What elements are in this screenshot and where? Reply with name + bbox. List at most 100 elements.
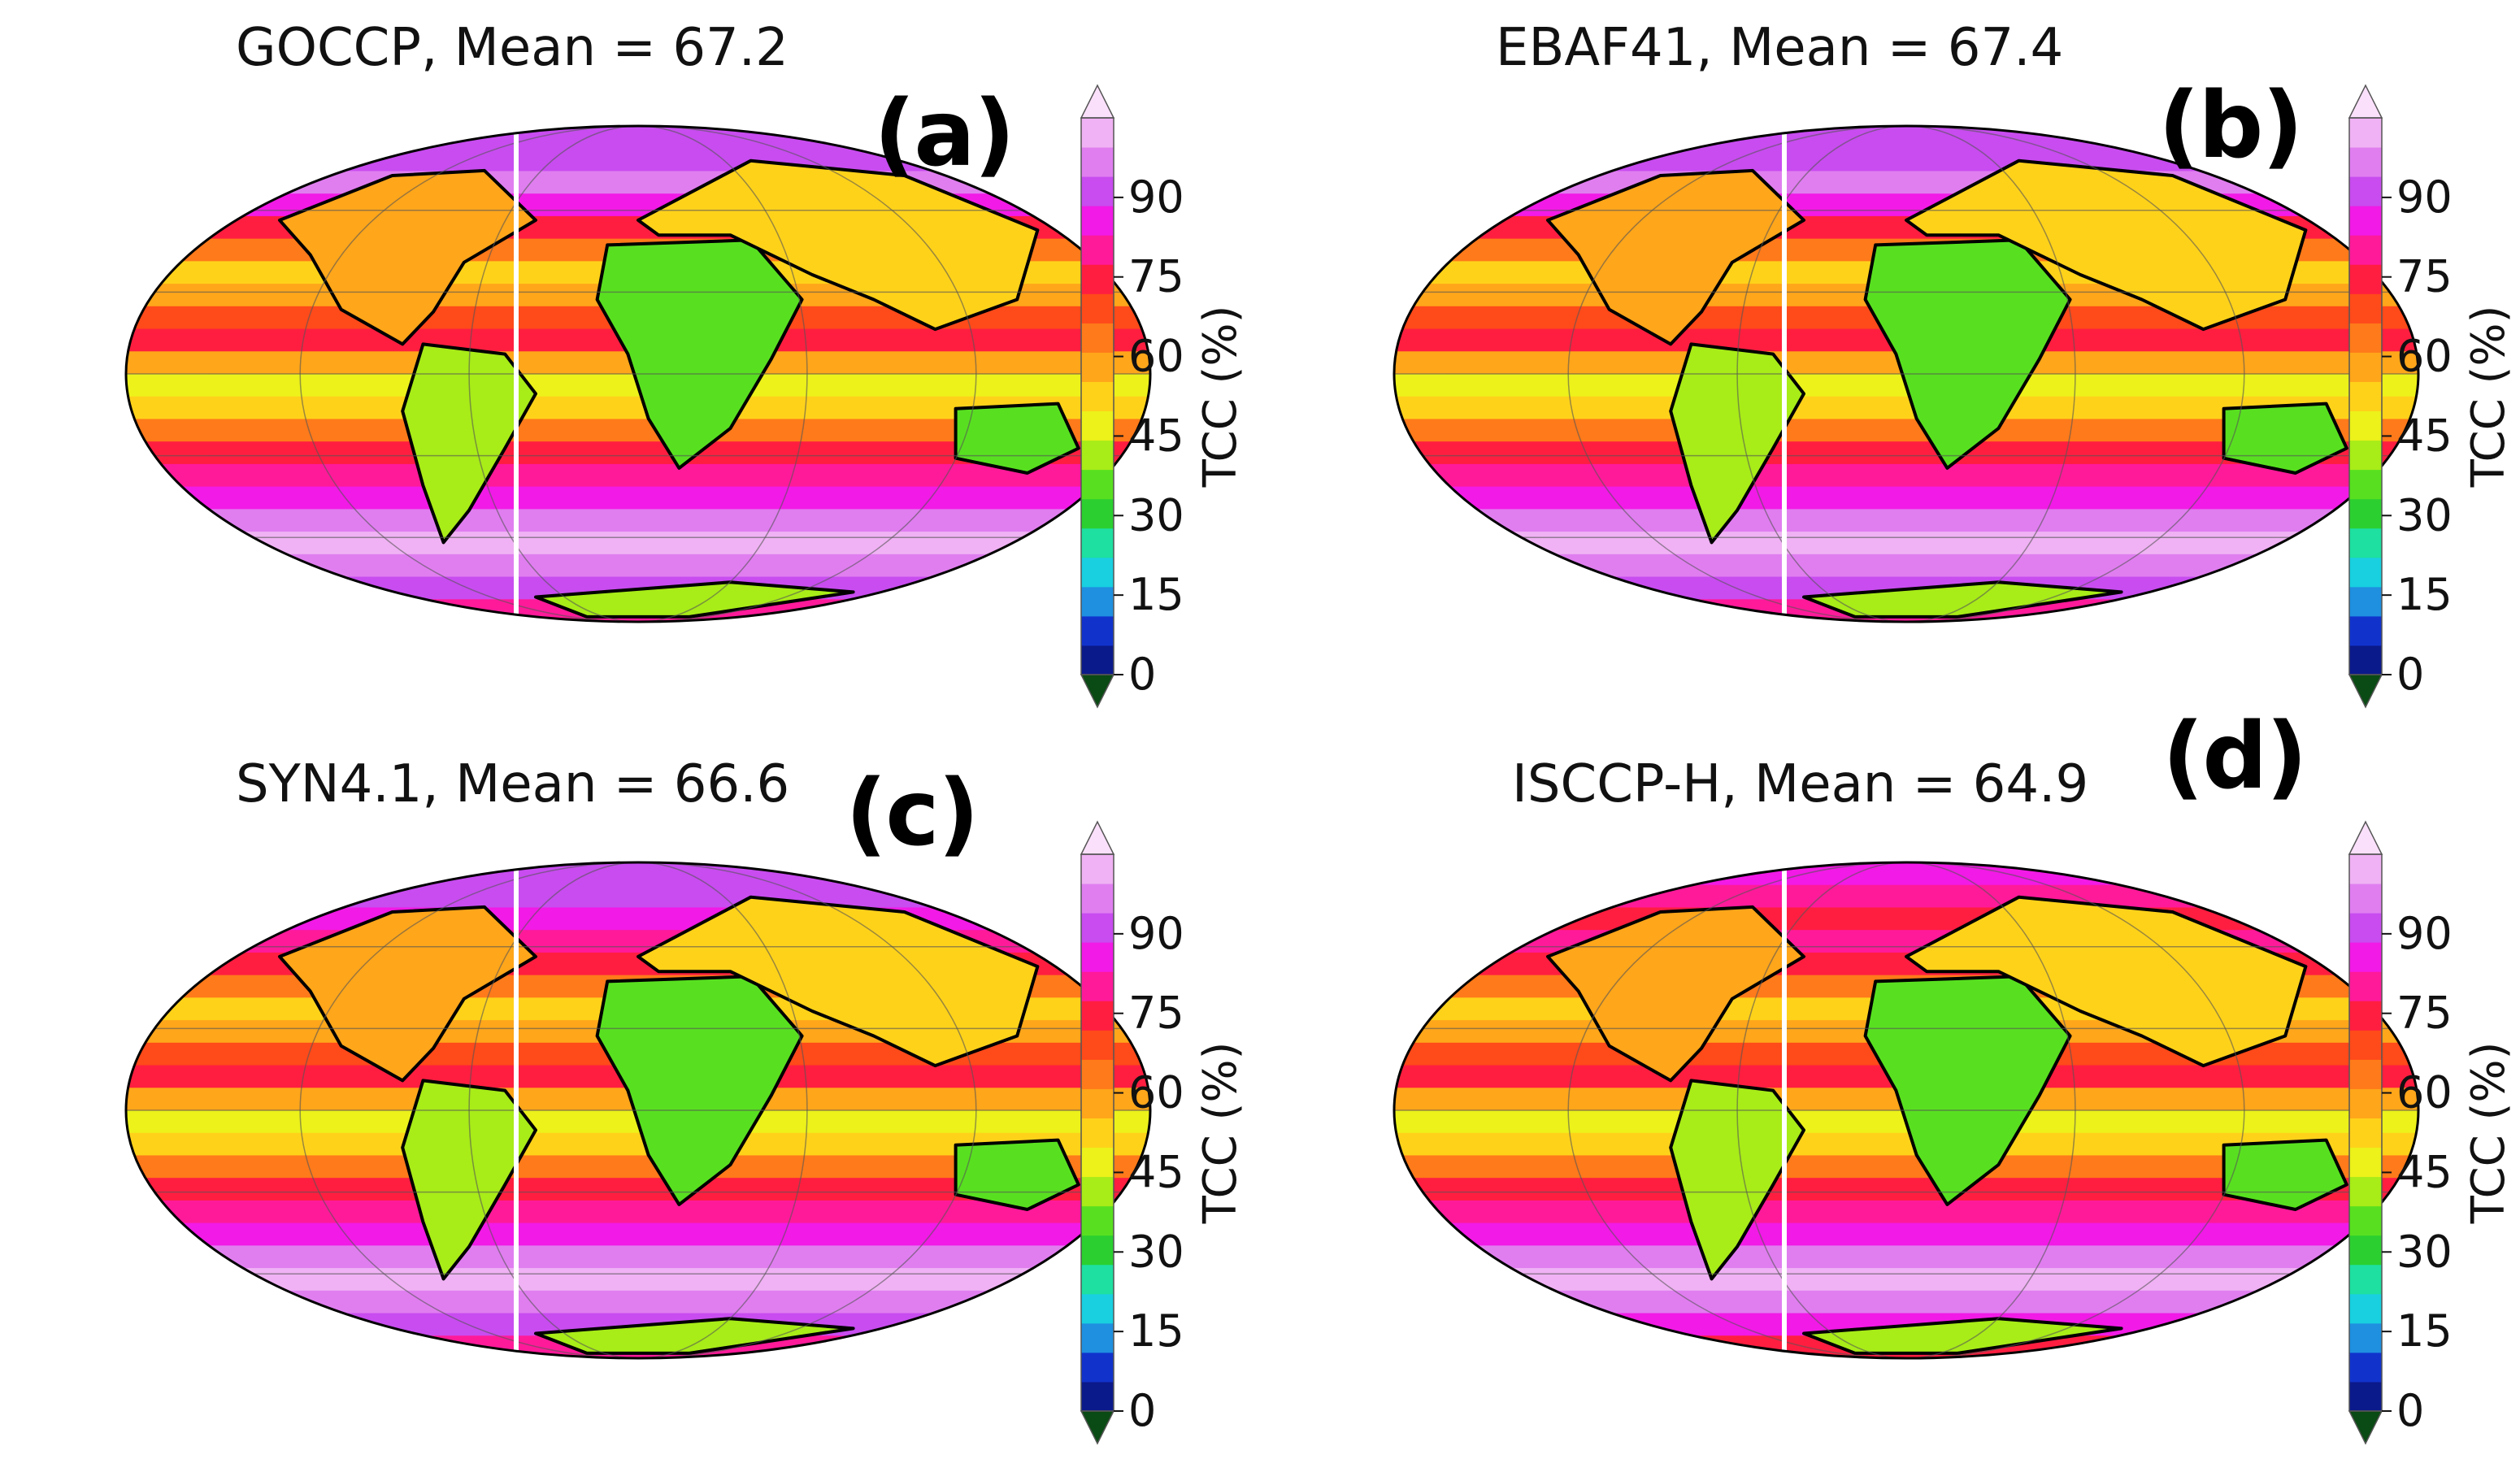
colorbar-segment [2349,293,2382,323]
panel-title: EBAF41, Mean = 67.4 [1496,18,2064,78]
colorbar-tick-label: 30 [1128,489,1184,541]
colorbar: 0 15 30 45 60 75 90 TCC (%) [1080,820,1247,1445]
cloud-band [126,486,1150,510]
cloud-band [1394,1290,2418,1314]
colorbar-segment [2349,206,2382,236]
north-america-coastline [278,168,537,346]
colorbar-segment [1081,1293,1114,1324]
colorbar-segment [1081,557,1114,588]
colorbar-segment [1081,913,1114,943]
colorbar-frame [2348,853,2383,1412]
map-outline [1393,861,2420,1360]
europe-asia-coastline [1905,895,2308,1068]
colorbar-segment [1081,1118,1114,1149]
map-outline [1393,124,2420,623]
map-field [1394,126,2418,622]
colorbar-extend-max [2348,820,2383,855]
cloud-band [1394,1222,2418,1247]
north-america-coastline [1546,168,1805,346]
colorbar-segment [2349,1264,2382,1295]
colorbar-segment [1081,1322,1114,1353]
colorbar-frame [2348,117,2383,675]
europe-asia-coastline [637,158,1040,332]
colorbar-segment [1081,1176,1114,1207]
colorbar-segment [1081,176,1114,206]
colorbar-segment [2349,498,2382,529]
colorbar-segment [2349,235,2382,265]
graticule-meridian [468,126,808,622]
panel-title: SYN4.1, Mean = 66.6 [236,754,790,814]
colorbar-segment [1081,1381,1114,1412]
colorbar-extend-max [1080,84,1115,119]
colorbar-tick-label: 45 [2396,410,2453,461]
colorbar-segment [1081,884,1114,914]
colorbar-segment [1081,615,1114,646]
map-field [1394,862,2418,1358]
colorbar-segment [2349,381,2382,412]
graticule-meridian [299,126,977,622]
map-field [126,862,1150,1358]
colorbar-segment [2349,323,2382,353]
europe-asia-coastline [1905,158,2308,332]
colorbar-segment [2349,942,2382,972]
colorbar-segment [2349,1088,2382,1118]
cloud-band [1394,509,2418,533]
antarctica-coastline [534,580,855,619]
panel-goccp: 0 15 30 45 60 75 90 TCC (%) GOCCP, Mean = 67.2 … [0,0,1268,736]
colorbar-segment [2349,118,2382,148]
colorbar-segment [1081,410,1114,441]
africa-coastline [1863,238,2072,470]
panel-letter: (b) [2158,73,2304,179]
tcc-map-isccph: 0 15 30 45 60 75 90 TCC (%) [1393,820,2515,1445]
cloud-band [1394,907,2418,931]
cloud-band [126,532,1150,555]
colorbar-segment [2349,147,2382,177]
colorbar-segment [2349,1293,2382,1324]
map-field [126,126,1150,622]
cloud-band [1394,884,2418,909]
colorbar-segment [2349,971,2382,1001]
cloud-band [126,907,1150,931]
colorbar-segment [1081,264,1114,294]
cloud-band [1394,532,2418,555]
colorbar-tick-label: 90 [2396,172,2453,223]
cloud-band [126,862,1150,886]
colorbar-segment [1081,586,1114,617]
africa-coastline [595,238,804,470]
colorbar-segment [1081,206,1114,236]
tcc-map-goccp: 0 15 30 45 60 75 90 TCC (%) [124,84,1247,709]
colorbar-segment [1081,971,1114,1001]
europe-asia-coastline [637,895,1040,1068]
colorbar-tick-label: 60 [2396,331,2453,382]
colorbar-segment [2349,1001,2382,1031]
colorbar-frame [1080,117,1114,675]
colorbar-segment [1081,1001,1114,1031]
colorbar-segment [1081,293,1114,323]
graticule-meridian [1567,862,2245,1358]
colorbar-segment [1081,118,1114,148]
colorbar-tick-label: 60 [1128,331,1184,382]
panel-ebaf41: 0 15 30 45 60 75 90 TCC (%) EBAF41, Mean = 67.4… [1268,0,2520,736]
colorbar-segment [2349,557,2382,588]
colorbar-tick-label: 90 [1128,172,1184,223]
colorbar-segment [1081,1059,1114,1089]
colorbar-segment [1081,381,1114,412]
colorbar-tick-label: 15 [1128,1305,1184,1357]
tcc-map-ebaf41: 0 15 30 45 60 75 90 TCC (%) [1393,84,2515,709]
colorbar-segment [2349,469,2382,500]
panel-title: GOCCP, Mean = 67.2 [236,18,789,78]
colorbar-tick-label: 45 [1128,410,1184,461]
colorbar-tick-label: 30 [2396,1226,2453,1277]
colorbar-segment [1081,1088,1114,1118]
colorbar-segment [2349,615,2382,646]
tcc-map-syn41: 0 15 30 45 60 75 90 TCC (%) [124,820,1247,1445]
north-america-coastline [278,905,537,1083]
colorbar-tick-label: 15 [1128,569,1184,620]
cloud-band [126,1245,1150,1270]
colorbar-segment [2349,1030,2382,1060]
colorbar-tick-label: 45 [1128,1146,1184,1197]
colorbar-segment [1081,440,1114,471]
map-outline [124,124,1152,623]
colorbar-tick-label: 75 [2396,988,2453,1039]
colorbar-label: TCC (%) [1194,1042,1247,1225]
